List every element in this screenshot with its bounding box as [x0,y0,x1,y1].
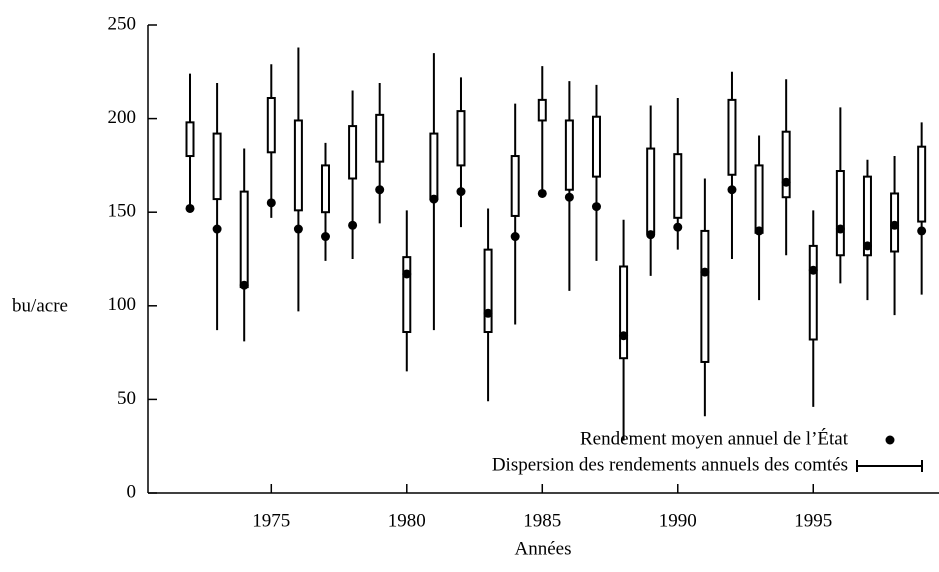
y-tick-label: 200 [108,107,137,128]
x-tick-label: 1995 [794,510,832,531]
box [619,265,629,360]
mean-dot [808,265,818,275]
box [646,147,656,234]
box [348,125,358,180]
y-tick-label: 100 [108,294,137,315]
box [754,164,764,234]
mean-dot [483,308,493,318]
mean-dot [402,269,412,279]
box [402,256,412,334]
mean-dot [185,203,195,213]
mean-dot [293,224,303,234]
mean-dot [591,202,601,212]
box [429,132,439,201]
box [862,175,872,257]
legend-dot [885,435,895,445]
box [375,113,385,163]
mean-dot [754,226,764,236]
mean-dot [429,194,439,204]
mean-dot [673,222,683,232]
mean-dot [619,331,629,341]
mean-dot [537,188,547,198]
legend-range [856,460,923,472]
box [673,153,683,219]
mean-dot [456,187,466,197]
mean-dot [727,185,737,195]
box [537,98,547,122]
mean-dot [510,232,520,242]
box [212,132,222,201]
box [591,115,601,178]
x-tick-label: 1980 [388,510,426,531]
mean-dot [239,280,249,290]
box [293,119,303,212]
y-tick-label: 50 [117,388,136,409]
box [185,121,195,158]
y-tick-label: 150 [108,201,137,222]
mean-dot [917,226,927,236]
mean-dot [212,224,222,234]
box [781,130,791,199]
y-axis-label: bu/acre [12,295,68,316]
mean-dot [781,177,791,187]
mean-dot [700,267,710,277]
mean-dot [835,224,845,234]
box [835,170,845,257]
mean-dot [862,241,872,251]
y-tick-label: 0 [127,481,137,502]
box [510,155,520,217]
box [917,145,927,223]
x-tick-label: 1990 [659,510,697,531]
box [483,248,493,334]
mean-dot [320,232,330,242]
box [808,244,818,341]
legend-label: Rendement moyen annuel de l’État [580,427,849,449]
x-axis-label: Années [515,538,572,559]
box [727,98,737,176]
box [456,110,466,167]
box [320,164,330,214]
box [266,97,276,154]
mean-dot [564,192,574,202]
x-tick-label: 1975 [252,510,290,531]
box [700,229,710,363]
mean-dot [266,198,276,208]
legend-label: Dispersion des rendements annuels des co… [492,454,848,475]
mean-dot [375,185,385,195]
mean-dot [646,230,656,240]
x-tick-label: 1985 [523,510,561,531]
mean-dot [348,220,358,230]
y-tick-label: 250 [108,13,137,34]
mean-dot [890,220,900,230]
box [239,190,249,289]
box [564,119,574,191]
